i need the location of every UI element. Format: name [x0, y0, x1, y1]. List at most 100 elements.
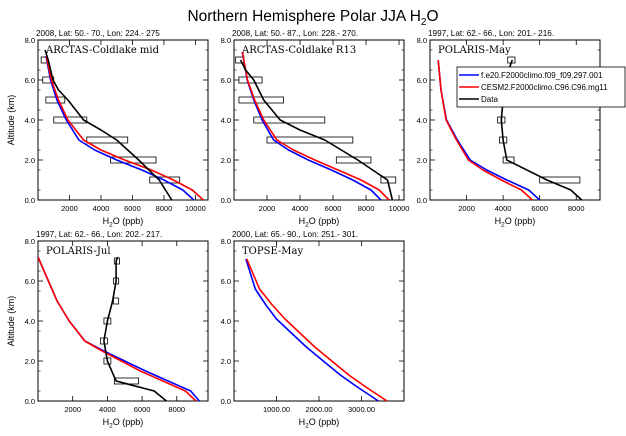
plot-frame	[233, 240, 405, 402]
legend-label: CESM2.F2000climo.C96.C96.mg11	[481, 83, 608, 92]
label-tail: O (ppb)	[505, 216, 536, 226]
figure-title-main: Northern Hemisphere Polar JJA H	[187, 8, 420, 25]
panel-title: POLARIS-Jul	[46, 246, 111, 257]
series-line-cesm2-f2000climo-c96-c96-mg11	[437, 59, 533, 200]
chart-panel-5: 2000, Lat: 65.- 90., Lon: 251.- 301. 0.0 2…	[221, 230, 405, 430]
x-tick-label: 2000	[259, 204, 276, 213]
x-tick-label: 2000	[64, 405, 81, 414]
y-tick-label: 8.0	[417, 36, 427, 45]
y-tick-label: 2.0	[221, 357, 231, 366]
y-tick-label: 8.0	[25, 36, 35, 45]
x-tick-label: 6000	[124, 204, 141, 213]
data-error-box	[149, 176, 181, 184]
y-tick-label: 2.0	[25, 357, 35, 366]
panel-header: 1997, Lat: 62.- 66., Lon: 202.- 217.	[36, 230, 162, 239]
y-tick-label: 4.0	[417, 116, 427, 125]
data-error-box	[86, 136, 129, 144]
data-error-box	[238, 76, 263, 84]
y-tick-label: 0.0	[221, 196, 231, 205]
x-tick-label: 8000	[358, 204, 375, 213]
plot-frame	[429, 39, 601, 201]
data-error-box	[113, 297, 120, 305]
series-line-cesm2-f2000climo-c96-c96-mg11	[246, 258, 388, 401]
plot-frame	[233, 39, 405, 201]
plot-frame	[37, 240, 209, 402]
series-line-f-e20-f2000climo-f09-f09-297-001	[241, 51, 382, 200]
x-axis-label: H2O (ppb)	[103, 417, 144, 430]
chart-panel-4: 1997, Lat: 62.- 66., Lon: 202.- 217. 0.0 2…	[6, 230, 209, 430]
chart-panel-2: 2008, Lat: 50.- 87., Lon: 228.- 270. 0.0 2…	[221, 29, 410, 229]
y-tick-label: 4.0	[221, 317, 231, 326]
x-tick-label: 6000	[531, 204, 548, 213]
x-tick-label: 4000	[292, 204, 309, 213]
figure-title-tail: O	[426, 8, 438, 25]
series-line-data	[103, 256, 167, 401]
x-axis-label: H2O (ppb)	[103, 216, 144, 229]
x-tick-label: 6000	[325, 204, 342, 213]
y-tick-label: 8.0	[221, 36, 231, 45]
panel-title: ARCTAS-Coldlake R13	[241, 45, 356, 56]
chart-panel-1: 2008, Lat: 50.- 70., Lon: 224.- 275 0.0 2.…	[6, 29, 209, 229]
y-tick-label: 0.0	[417, 196, 427, 205]
subscript: 2	[109, 222, 113, 229]
y-tick-label: 0.0	[221, 397, 231, 406]
x-tick-label: 8000	[568, 204, 585, 213]
y-tick-label: 0.0	[25, 196, 35, 205]
y-tick-label: 2.0	[417, 156, 427, 165]
x-tick-label: 10000	[389, 204, 410, 213]
series-line-f-e20-f2000climo-f09-f09-297-001	[245, 258, 379, 401]
y-tick-label: 4.0	[25, 317, 35, 326]
y-tick-label: 0.0	[25, 397, 35, 406]
panel-title: TOPSE-May	[242, 246, 304, 257]
y-tick-label: 6.0	[221, 277, 231, 286]
panel-header: 2008, Lat: 50.- 70., Lon: 224.- 275	[36, 29, 160, 38]
y-tick-label: 4.0	[221, 116, 231, 125]
x-tick-label: 8000	[168, 405, 185, 414]
x-tick-label: 2000	[458, 204, 475, 213]
y-tick-label: 8.0	[221, 237, 231, 246]
x-axis-label: H2O (ppb)	[299, 216, 340, 229]
subscript: 2	[305, 222, 309, 229]
x-tick-label: 1000.00	[263, 405, 290, 414]
x-tick-label: 2000	[61, 204, 78, 213]
panel-header: 1997, Lat: 62.- 66., Lon: 201.- 216.	[428, 29, 554, 38]
y-tick-label: 2.0	[221, 156, 231, 165]
legend: f.e20.F2000climo.f09_f09.297.001 CESM2.F2…	[456, 66, 626, 108]
x-tick-label: 10000	[185, 204, 206, 213]
series-line-f-e20-f2000climo-f09-f09-297-001	[45, 55, 195, 200]
chart-panel-3: 1997, Lat: 62.- 66., Lon: 201.- 216. 0.0 2…	[417, 29, 601, 229]
panel-header: 2008, Lat: 50.- 87., Lon: 228.- 270.	[232, 29, 358, 38]
label-tail: O (ppb)	[309, 417, 340, 427]
data-error-box	[266, 136, 354, 144]
chart-panels: 2008, Lat: 50.- 70., Lon: 224.- 275 0.0 2.…	[6, 29, 601, 430]
series-line-cesm2-f2000climo-c96-c96-mg11	[38, 256, 197, 401]
label-tail: O (ppb)	[309, 216, 340, 226]
data-error-box	[502, 156, 515, 164]
panel-title: ARCTAS-Coldlake mid	[45, 45, 160, 56]
x-tick-label: 4000	[99, 405, 116, 414]
subscript: 2	[109, 423, 113, 430]
data-error-box	[253, 116, 326, 124]
y-tick-label: 6.0	[25, 76, 35, 85]
data-error-box	[539, 176, 581, 184]
series-line-data	[239, 59, 394, 200]
y-tick-label: 2.0	[25, 156, 35, 165]
y-tick-label: 6.0	[221, 76, 231, 85]
y-axis-label: Altitude (km)	[6, 95, 16, 146]
series-line-cesm2-f2000climo-c96-c96-mg11	[241, 51, 390, 200]
x-tick-label: 4000	[93, 204, 110, 213]
legend-label: Data	[481, 95, 498, 104]
y-tick-label: 4.0	[25, 116, 35, 125]
x-axis-label: H2O (ppb)	[495, 216, 536, 229]
x-tick-label: 3000.00	[348, 405, 375, 414]
plot-area	[40, 49, 204, 200]
label-tail: O (ppb)	[113, 417, 144, 427]
legend-label: f.e20.F2000climo.f09_f09.297.001	[481, 71, 603, 80]
panel-header: 2000, Lat: 65.- 90., Lon: 251.- 301.	[232, 230, 358, 239]
series-line-data	[44, 49, 173, 200]
y-tick-label: 8.0	[25, 237, 35, 246]
series-line-cesm2-f2000climo-c96-c96-mg11	[45, 55, 204, 200]
plot-frame	[37, 39, 209, 201]
label-tail: O (ppb)	[113, 216, 144, 226]
